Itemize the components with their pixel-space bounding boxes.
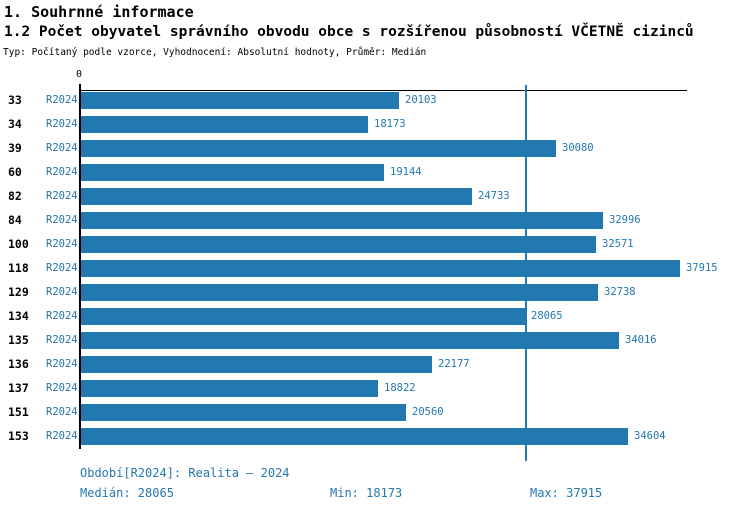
bar bbox=[81, 260, 680, 277]
x-axis-zero-tick-label: 0 bbox=[76, 69, 83, 80]
row-series-label: R2024 bbox=[46, 358, 78, 370]
chart-row: 129 R2024 32738 bbox=[0, 284, 750, 301]
bar-value-label: 30080 bbox=[562, 142, 594, 154]
row-id-label: 84 bbox=[8, 213, 22, 227]
chart-row: 153 R2024 34604 bbox=[0, 428, 750, 445]
footer-min-stat: Min: 18173 bbox=[330, 486, 403, 500]
bar bbox=[81, 188, 472, 205]
chart-row: 118 R2024 37915 bbox=[0, 260, 750, 277]
chart-row: 136 R2024 22177 bbox=[0, 356, 750, 373]
row-series-label: R2024 bbox=[46, 382, 78, 394]
bar-value-label: 34016 bbox=[625, 334, 657, 346]
row-id-label: 134 bbox=[8, 309, 29, 323]
bar-value-label: 24733 bbox=[478, 190, 510, 202]
row-series-label: R2024 bbox=[46, 214, 78, 226]
footer-median-stat: Medián: 28065 bbox=[80, 486, 174, 500]
row-series-label: R2024 bbox=[46, 406, 78, 418]
bar bbox=[81, 428, 628, 445]
chart-row: 82 R2024 24733 bbox=[0, 188, 750, 205]
row-id-label: 151 bbox=[8, 405, 29, 419]
row-series-label: R2024 bbox=[46, 94, 78, 106]
bar bbox=[81, 380, 378, 397]
chart-row: 151 R2024 20560 bbox=[0, 404, 750, 421]
bar-value-label: 20103 bbox=[405, 94, 437, 106]
row-id-label: 39 bbox=[8, 141, 22, 155]
footer-max-stat: Max: 37915 bbox=[530, 486, 603, 500]
bar-value-label: 20560 bbox=[412, 406, 444, 418]
bar bbox=[81, 212, 603, 229]
bar-value-label: 32571 bbox=[602, 238, 634, 250]
chart-row: 100 R2024 32571 bbox=[0, 236, 750, 253]
chart-row: 84 R2024 32996 bbox=[0, 212, 750, 229]
row-id-label: 135 bbox=[8, 333, 29, 347]
chart-meta-line: Typ: Počítaný podle vzorce, Vyhodnocení:… bbox=[3, 47, 427, 58]
chart-row: 33 R2024 20103 bbox=[0, 92, 750, 109]
plot-top-frame-line bbox=[81, 90, 687, 91]
row-series-label: R2024 bbox=[46, 118, 78, 130]
row-series-label: R2024 bbox=[46, 238, 78, 250]
bar bbox=[81, 236, 596, 253]
bar bbox=[81, 332, 619, 349]
bar bbox=[81, 308, 525, 325]
footer-period-label: Období[R2024]: Realita – 2024 bbox=[80, 466, 290, 480]
row-series-label: R2024 bbox=[46, 190, 78, 202]
row-id-label: 82 bbox=[8, 189, 22, 203]
bar-chart: 0 33 R2024 20103 34 R2024 18173 39 R2024 30080 60… bbox=[0, 69, 750, 461]
row-id-label: 34 bbox=[8, 117, 22, 131]
row-id-label: 136 bbox=[8, 357, 29, 371]
row-id-label: 153 bbox=[8, 429, 29, 443]
row-series-label: R2024 bbox=[46, 430, 78, 442]
chart-row: 39 R2024 30080 bbox=[0, 140, 750, 157]
bar-value-label: 18822 bbox=[384, 382, 416, 394]
bar bbox=[81, 140, 556, 157]
bar-value-label: 28065 bbox=[531, 310, 563, 322]
row-id-label: 33 bbox=[8, 93, 22, 107]
row-id-label: 137 bbox=[8, 381, 29, 395]
row-series-label: R2024 bbox=[46, 262, 78, 274]
row-id-label: 118 bbox=[8, 261, 29, 275]
bar-value-label: 32996 bbox=[609, 214, 641, 226]
chart-row: 60 R2024 19144 bbox=[0, 164, 750, 181]
bar bbox=[81, 92, 399, 109]
row-series-label: R2024 bbox=[46, 286, 78, 298]
bar-value-label: 22177 bbox=[438, 358, 470, 370]
row-series-label: R2024 bbox=[46, 142, 78, 154]
row-series-label: R2024 bbox=[46, 166, 78, 178]
bar-value-label: 37915 bbox=[686, 262, 718, 274]
chart-row: 135 R2024 34016 bbox=[0, 332, 750, 349]
row-series-label: R2024 bbox=[46, 310, 78, 322]
chart-title: 1.2 Počet obyvatel správního obvodu obce… bbox=[4, 24, 694, 40]
bar bbox=[81, 404, 406, 421]
bar-value-label: 32738 bbox=[604, 286, 636, 298]
row-series-label: R2024 bbox=[46, 334, 78, 346]
chart-row: 34 R2024 18173 bbox=[0, 116, 750, 133]
bar-value-label: 18173 bbox=[374, 118, 406, 130]
row-id-label: 100 bbox=[8, 237, 29, 251]
y-axis-line bbox=[79, 84, 81, 449]
row-id-label: 60 bbox=[8, 165, 22, 179]
bar bbox=[81, 356, 432, 373]
row-id-label: 129 bbox=[8, 285, 29, 299]
bar-value-label: 19144 bbox=[390, 166, 422, 178]
bar bbox=[81, 116, 368, 133]
bar bbox=[81, 164, 384, 181]
bar bbox=[81, 284, 598, 301]
page-title: 1. Souhrnné informace bbox=[4, 3, 194, 21]
chart-row: 134 R2024 28065 bbox=[0, 308, 750, 325]
bar-value-label: 34604 bbox=[634, 430, 666, 442]
chart-row: 137 R2024 18822 bbox=[0, 380, 750, 397]
